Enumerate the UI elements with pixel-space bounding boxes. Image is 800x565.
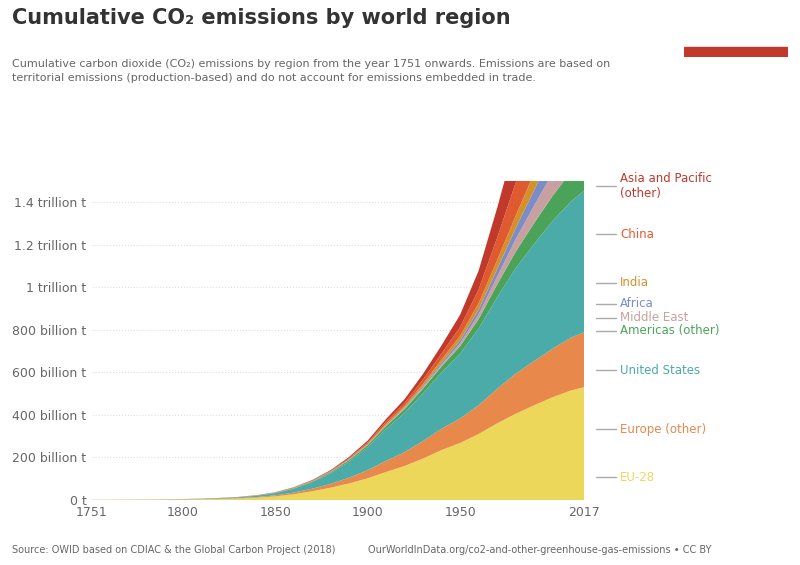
Text: Cumulative carbon dioxide (CO₂) emissions by region from the year 1751 onwards. : Cumulative carbon dioxide (CO₂) emission…	[12, 59, 610, 82]
Bar	[684, 47, 788, 56]
Text: in Data: in Data	[714, 32, 758, 42]
Text: United States: United States	[620, 363, 700, 377]
Text: Africa: Africa	[620, 297, 654, 311]
Text: India: India	[620, 276, 649, 289]
Text: China: China	[620, 228, 654, 241]
Text: Americas (other): Americas (other)	[620, 324, 719, 337]
Text: Cumulative CO₂ emissions by world region: Cumulative CO₂ emissions by world region	[12, 8, 510, 28]
Text: Our World: Our World	[706, 19, 766, 29]
Text: Middle East: Middle East	[620, 311, 688, 324]
Text: OurWorldInData.org/co2-and-other-greenhouse-gas-emissions • CC BY: OurWorldInData.org/co2-and-other-greenho…	[368, 545, 711, 555]
Text: Asia and Pacific
(other): Asia and Pacific (other)	[620, 172, 712, 201]
Text: EU-28: EU-28	[620, 471, 655, 484]
Text: Europe (other): Europe (other)	[620, 423, 706, 436]
Text: Source: OWID based on CDIAC & the Global Carbon Project (2018): Source: OWID based on CDIAC & the Global…	[12, 545, 335, 555]
